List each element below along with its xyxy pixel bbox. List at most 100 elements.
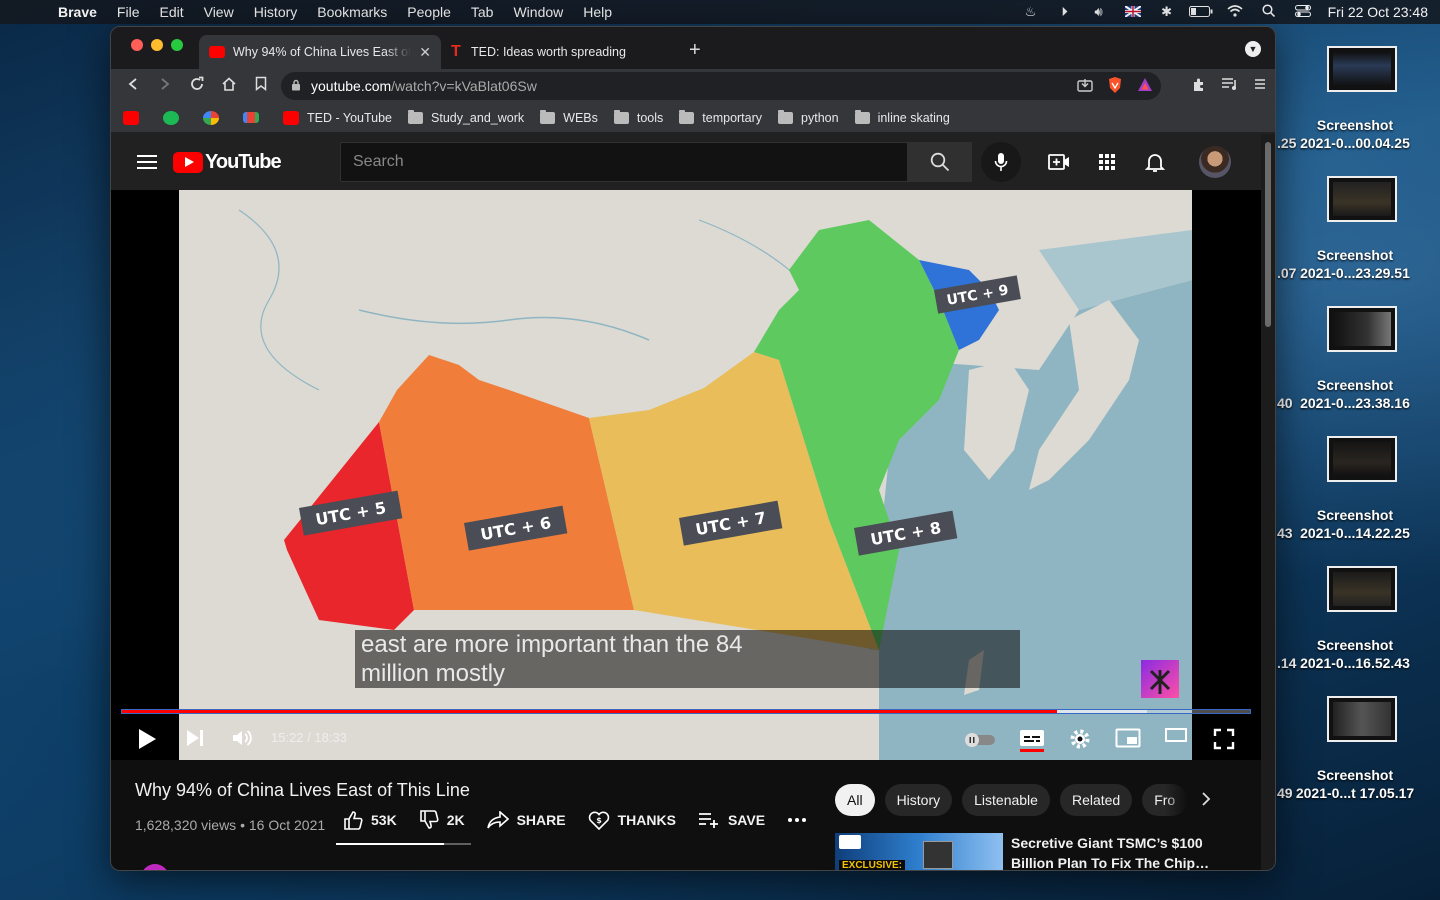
bookmark-youtube[interactable] [123, 110, 147, 125]
autoplay-toggle[interactable] [963, 732, 997, 748]
bookmark-folder-temportary[interactable]: temportary [679, 109, 762, 125]
wifi-icon[interactable] [1218, 4, 1252, 20]
theater-mode-button[interactable] [1165, 728, 1187, 742]
chips-next-icon[interactable] [1201, 790, 1211, 811]
chip-listenable[interactable]: Listenable [962, 784, 1050, 816]
new-tab-button[interactable]: + [689, 39, 701, 61]
play-status-icon[interactable]: ⏵ [1061, 4, 1068, 19]
menubar-clock[interactable]: Fri 22 Oct 23:48 [1327, 4, 1428, 20]
tab-youtube[interactable]: Why 94% of China Lives East of ✕ [199, 35, 441, 69]
spotlight-search-icon[interactable] [1252, 4, 1286, 20]
bookmark-folder-python[interactable]: python [778, 109, 839, 125]
desktop-partial-label: 49 [1277, 785, 1293, 801]
tab-ted[interactable]: T TED: Ideas worth spreading [441, 35, 677, 69]
chip-all[interactable]: All [835, 784, 875, 816]
desktop-file-1[interactable]: Screenshot 2021-0...00.04.25 [1270, 40, 1440, 170]
settings-button[interactable] [1069, 728, 1091, 750]
channel-watermark-icon[interactable] [1141, 660, 1179, 698]
volume-icon[interactable]: 🔊︎ [1094, 4, 1103, 19]
page-scrollbar[interactable] [1261, 134, 1275, 870]
bookmark-folder-inline-skating[interactable]: inline skating [854, 109, 950, 125]
bookmark-google[interactable] [203, 110, 227, 125]
bookmark-folder-tools[interactable]: tools [613, 109, 663, 125]
bookmark-folder-webs[interactable]: WEBs [540, 109, 598, 125]
menu-history[interactable]: History [253, 4, 298, 20]
browser-menu-icon[interactable] [1253, 77, 1267, 96]
menu-bookmarks[interactable]: Bookmarks [317, 4, 388, 20]
close-window-button[interactable] [131, 39, 143, 51]
brave-rewards-icon[interactable] [1137, 77, 1153, 95]
chip-related[interactable]: Related [1059, 784, 1133, 816]
lock-icon[interactable] [281, 79, 311, 94]
desktop-file-3[interactable]: Screenshot 2021-0...23.38.16 [1270, 300, 1440, 430]
video-meta: 1,628,320 views • 16 Oct 2021 [135, 817, 326, 833]
create-video-icon[interactable] [1047, 150, 1071, 179]
more-actions-button[interactable] [787, 817, 807, 823]
chip-image-icon [923, 841, 953, 869]
search-button[interactable] [908, 142, 972, 182]
browser-window: Why 94% of China Lives East of ✕ T TED: … [110, 26, 1276, 871]
menu-app-name[interactable]: Brave [58, 4, 97, 20]
forward-button[interactable] [149, 77, 181, 96]
bookmark-ted-youtube[interactable]: TED - YouTube [283, 110, 392, 125]
scrollbar-thumb[interactable] [1265, 142, 1271, 327]
chip-history[interactable]: History [884, 784, 953, 816]
bookmark-gmail[interactable] [243, 112, 267, 123]
video-player[interactable]: UTC + 5 UTC + 6 UTC + 7 UTC + 8 UTC + 9 … [111, 190, 1261, 760]
menu-edit[interactable]: Edit [159, 4, 184, 20]
volume-button[interactable] [231, 728, 253, 748]
share-button[interactable]: SHARE [486, 811, 566, 829]
thanks-button[interactable]: $ THANKS [588, 810, 676, 830]
video-progress-bar[interactable] [121, 709, 1251, 714]
menu-help[interactable]: Help [583, 4, 613, 20]
back-button[interactable] [117, 77, 149, 96]
save-button[interactable]: SAVE [698, 812, 765, 828]
chip-from[interactable]: Fro [1142, 784, 1189, 816]
menu-people[interactable]: People [407, 4, 451, 20]
youtube-logo[interactable]: YouTube [173, 151, 282, 174]
channel-avatar[interactable] [141, 864, 169, 870]
voice-search-button[interactable] [981, 142, 1021, 182]
guide-menu-icon[interactable] [137, 151, 157, 173]
menu-window[interactable]: Window [513, 4, 564, 20]
close-tab-icon[interactable]: ✕ [419, 43, 431, 60]
extensions-icon[interactable] [1191, 77, 1207, 96]
recommended-thumbnail[interactable]: EXCLUSIVE: [835, 833, 1003, 870]
tab-search-icon[interactable]: ▼ [1245, 41, 1261, 57]
avatar[interactable] [1199, 146, 1231, 178]
notifications-bell-icon[interactable] [1143, 150, 1167, 179]
zoom-window-button[interactable] [171, 39, 183, 51]
address-bar[interactable]: youtube.com/watch?v=kVaBlat06Sw [281, 72, 1161, 100]
subtitles-button[interactable] [1019, 728, 1045, 752]
desktop-file-5[interactable]: Screenshot 2021-0...16.52.43 [1270, 560, 1440, 690]
bluetooth-icon[interactable]: ✱ [1161, 4, 1173, 19]
playlist-icon[interactable] [1221, 77, 1239, 96]
menu-view[interactable]: View [203, 4, 234, 20]
control-center-icon[interactable] [1286, 4, 1320, 20]
play-button[interactable] [137, 728, 157, 750]
brave-shields-icon[interactable] [1107, 76, 1123, 97]
desktop-file-6[interactable]: Screenshot 2021-0...t 17.05.17 [1270, 690, 1440, 820]
bookmark-spotify[interactable] [163, 110, 187, 125]
fullscreen-button[interactable] [1213, 728, 1235, 750]
next-button[interactable] [185, 728, 205, 748]
install-app-icon[interactable] [1077, 78, 1093, 95]
apps-grid-icon[interactable] [1095, 150, 1119, 179]
desktop-file-4[interactable]: Screenshot 2021-0...14.22.25 [1270, 430, 1440, 560]
battery-icon[interactable] [1184, 5, 1218, 20]
desktop-file-2[interactable]: Screenshot 2021-0...23.29.51 [1270, 170, 1440, 300]
home-button[interactable] [213, 76, 245, 97]
menu-tab[interactable]: Tab [470, 4, 494, 20]
status-app-icon[interactable]: ♨ [1024, 4, 1037, 19]
dislike-button[interactable]: 2K [419, 810, 465, 830]
menu-file[interactable]: File [116, 4, 140, 20]
bookmark-button[interactable] [245, 76, 277, 96]
input-flag-icon[interactable] [1116, 4, 1150, 20]
search-input[interactable]: Search [340, 142, 908, 182]
minimize-window-button[interactable] [151, 39, 163, 51]
recommended-video[interactable]: EXCLUSIVE: Secretive Giant TSMC’s $100 B… [835, 833, 1235, 870]
reload-button[interactable] [181, 76, 213, 97]
miniplayer-button[interactable] [1115, 728, 1141, 748]
bookmark-folder-study[interactable]: Study_and_work [408, 109, 524, 125]
like-button[interactable]: 53K [343, 810, 397, 830]
